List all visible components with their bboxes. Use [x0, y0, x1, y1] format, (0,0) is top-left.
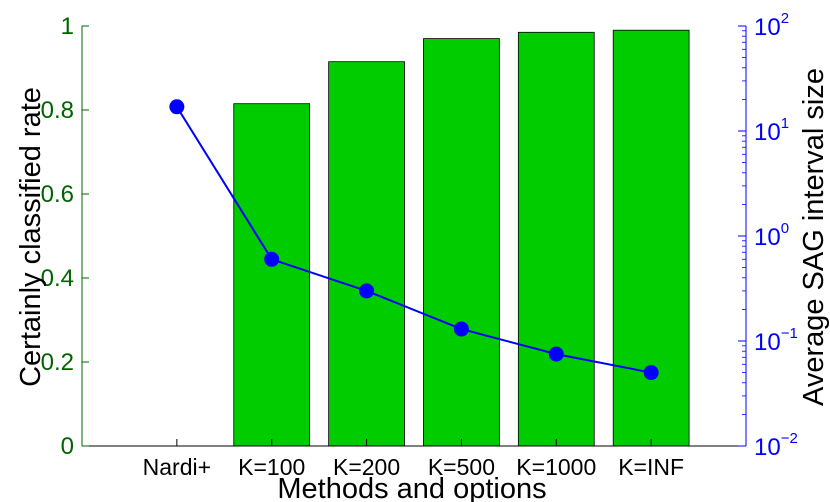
right-tick-label: 100 [754, 220, 789, 251]
bars-layer [233, 29, 690, 447]
interval-size-line [176, 106, 652, 374]
interval-size-point [264, 251, 280, 267]
x-tick-label: K=INF [618, 454, 684, 480]
left-tick-label: 0.6 [41, 181, 74, 208]
left-tick-label: 0.8 [41, 97, 74, 124]
right-tick-label: 10−2 [754, 430, 798, 461]
x-tick-label: K=100 [238, 454, 305, 480]
line-layer [169, 99, 659, 381]
right-tick-exponent: −2 [781, 430, 798, 447]
right-tick-label: 102 [754, 10, 789, 41]
left-tick-label: 0.2 [41, 349, 74, 376]
left-tick-label: 0 [61, 433, 74, 460]
interval-size-point [453, 321, 469, 337]
bar-k-500 [423, 38, 500, 447]
bar-k-200 [328, 61, 405, 447]
x-tick-label: K=1000 [516, 454, 596, 480]
interval-size-point [548, 346, 564, 362]
x-tick-label: K=500 [428, 454, 495, 480]
right-tick-exponent: 2 [781, 10, 789, 27]
right-tick-exponent: −1 [781, 325, 798, 342]
interval-size-point [643, 365, 659, 381]
right-tick-label: 10−1 [754, 325, 798, 356]
x-axis-title: Methods and options [277, 473, 546, 502]
left-tick-label: 0.4 [41, 265, 74, 292]
bar-k-1000 [517, 31, 595, 447]
right-tick-exponent: 1 [781, 115, 789, 132]
right-axis-title: Average SAG interval size [798, 68, 830, 406]
x-tick-label: Nardi+ [143, 454, 211, 480]
x-tick-label: K=200 [333, 454, 400, 480]
left-axis-title: Certainly classified rate [15, 87, 47, 387]
titles-layer: Certainly classified rate Average SAG in… [15, 68, 830, 502]
left-tick-label: 1 [61, 13, 74, 40]
right-tick-exponent: 0 [781, 220, 789, 237]
bar-k-100 [233, 103, 311, 447]
interval-size-point [359, 283, 375, 299]
bar-k-inf [612, 29, 690, 447]
interval-size-point [169, 99, 185, 115]
right-tick-label: 101 [754, 115, 789, 146]
